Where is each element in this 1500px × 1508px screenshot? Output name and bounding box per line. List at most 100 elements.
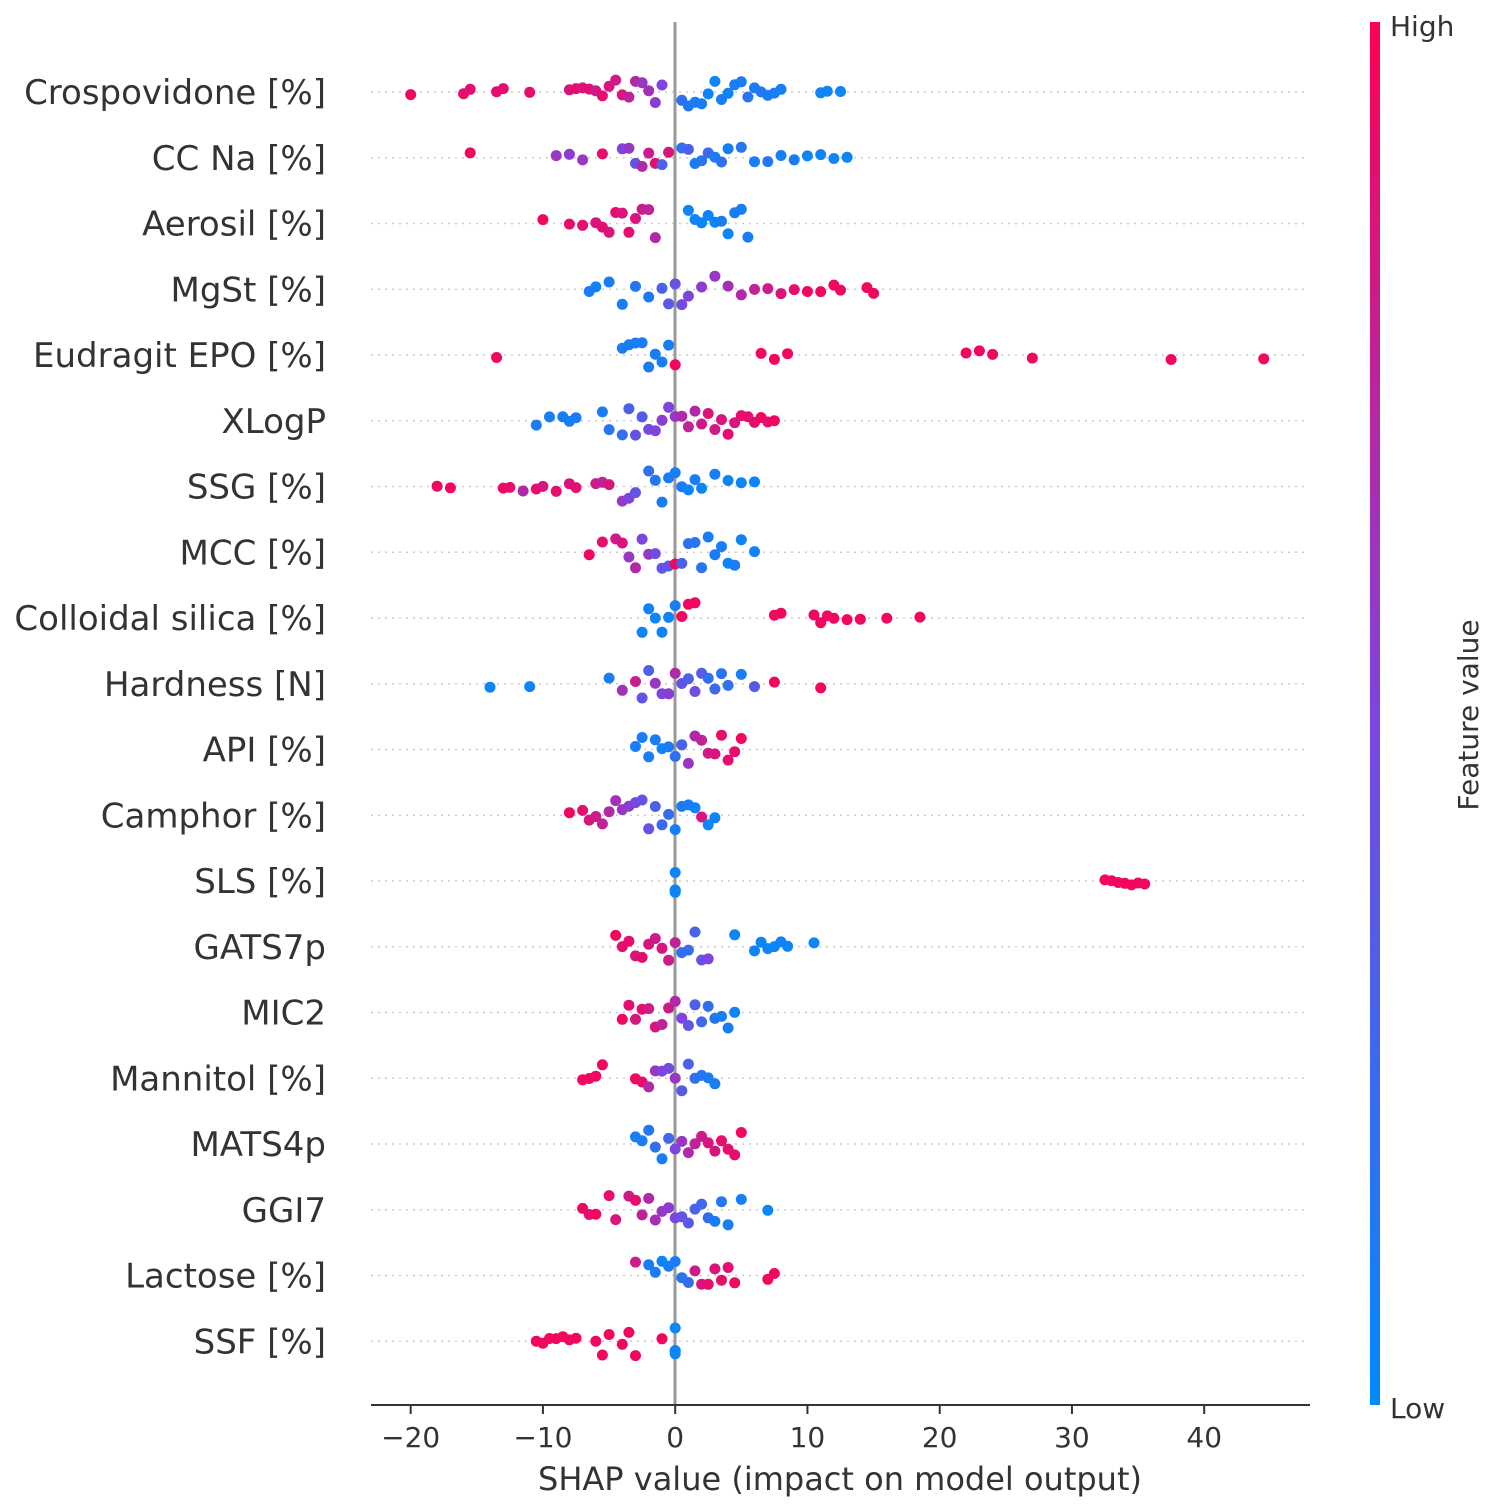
shap-point [669, 278, 681, 290]
shap-point [735, 289, 747, 301]
shap-point [676, 1085, 688, 1097]
shap-point [709, 1263, 721, 1275]
shap-point [775, 83, 787, 95]
shap-point [649, 1141, 661, 1153]
shap-point [603, 806, 615, 818]
shap-point [610, 929, 622, 941]
shap-point [828, 153, 840, 164]
shap-point [656, 1019, 668, 1030]
shap-point [841, 614, 853, 626]
feature-label: Colloidal silica [%] [14, 599, 326, 639]
shap-point [577, 804, 589, 816]
shap-point [663, 741, 675, 753]
shap-point [742, 91, 754, 103]
shap-point [762, 283, 774, 295]
shap-point [716, 668, 727, 680]
shap-point [649, 801, 661, 812]
shap-point [729, 559, 741, 571]
feature-label: Aerosil [%] [142, 205, 326, 245]
shap-point [689, 926, 701, 938]
shap-point [689, 802, 701, 814]
shap-point [590, 1070, 602, 1082]
shap-point [742, 231, 754, 243]
shap-point [702, 88, 714, 100]
shap-point [749, 546, 760, 558]
shap-point [696, 418, 708, 430]
shap-point [623, 226, 635, 238]
shap-point [696, 98, 708, 110]
shap-point [623, 551, 635, 563]
colorbar-gradient [1370, 22, 1380, 1405]
feature-label: SLS [%] [194, 862, 326, 902]
shap-points [405, 74, 1270, 1362]
shap-point [768, 676, 780, 688]
shap-point [729, 1149, 741, 1161]
shap-point [1139, 878, 1151, 890]
shap-point [590, 811, 602, 822]
x-tick-label: 10 [790, 1421, 826, 1454]
shap-point [815, 617, 827, 629]
shap-point [735, 1127, 747, 1138]
shap-point [808, 609, 820, 621]
shap-point [716, 1135, 727, 1147]
shap-point [590, 281, 602, 293]
shap-point [782, 940, 794, 952]
shap-point [716, 215, 727, 227]
shap-point [914, 611, 926, 623]
shap-point [616, 207, 628, 219]
shap-point [636, 1135, 648, 1147]
shap-point [676, 410, 688, 422]
shap-point [682, 944, 694, 956]
shap-point [702, 210, 714, 221]
shap-point [610, 795, 622, 807]
shap-point [682, 673, 694, 685]
shap-point [616, 1013, 628, 1025]
shap-point [987, 348, 999, 360]
shap-point [444, 482, 456, 494]
shap-point [868, 287, 880, 299]
shap-point [722, 1022, 734, 1034]
shap-point [636, 160, 648, 172]
shap-point [563, 807, 575, 819]
shap-point [596, 148, 608, 160]
shap-point [669, 995, 681, 1007]
shap-point [663, 1002, 675, 1014]
shap-point [835, 284, 846, 296]
shap-point [550, 150, 562, 162]
shap-point [775, 288, 787, 300]
shap-point [636, 732, 648, 743]
shap-point [696, 1016, 708, 1028]
shap-point [656, 414, 668, 426]
shap-point [636, 692, 648, 704]
feature-label: MgSt [%] [171, 270, 326, 310]
shap-point [973, 345, 985, 357]
shap-point [722, 679, 734, 691]
shap-point [669, 1345, 681, 1357]
shap-point [696, 811, 708, 823]
shap-point [682, 1058, 694, 1070]
shap-point [630, 1013, 641, 1025]
shap-point [1165, 354, 1177, 365]
shap-point [729, 1006, 741, 1018]
shap-point [669, 867, 681, 878]
shap-point [590, 1335, 602, 1347]
shap-point [603, 276, 615, 288]
shap-point [630, 429, 641, 441]
shap-point [663, 339, 675, 351]
shap-point [722, 228, 734, 240]
shap-point [643, 1259, 655, 1271]
shap-point [716, 541, 727, 553]
shap-point [709, 683, 721, 695]
colorbar-high-label: High [1390, 10, 1454, 43]
shap-point [709, 1078, 721, 1090]
shap-point [491, 352, 503, 363]
shap-point [722, 475, 734, 486]
colorbar-low-label: Low [1390, 1392, 1445, 1425]
shap-point [550, 485, 562, 497]
shap-point [603, 1190, 615, 1202]
shap-point [676, 1135, 688, 1147]
shap-point [603, 1329, 615, 1340]
shap-point [702, 819, 714, 831]
shap-point [643, 361, 655, 373]
shap-point [656, 1333, 668, 1345]
